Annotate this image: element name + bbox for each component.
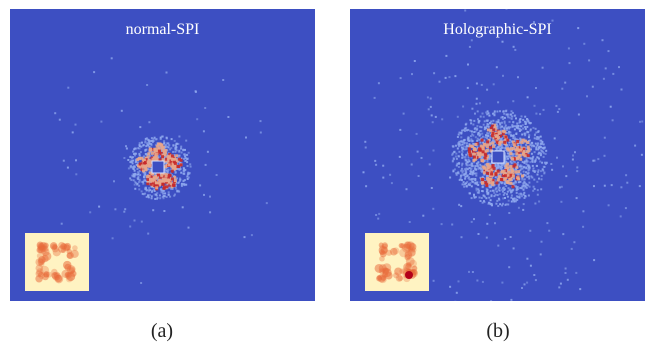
caption-a: (a)	[150, 320, 174, 342]
diffraction-panel-b: Holographic-SPI	[350, 9, 645, 301]
panel-title-a: normal-SPI	[125, 21, 200, 38]
reconstruction-inset-b	[365, 233, 429, 291]
panel-title-b: Holographic-SPI	[443, 21, 552, 38]
inset-image-b	[365, 233, 429, 291]
diffraction-panel-a: normal-SPI	[10, 9, 315, 301]
reconstruction-inset-a	[25, 233, 89, 291]
caption-b: (b)	[486, 320, 510, 342]
speckle-pattern-a	[54, 57, 268, 284]
speckle-pattern-b	[362, 9, 644, 301]
inset-image-a	[25, 233, 89, 291]
